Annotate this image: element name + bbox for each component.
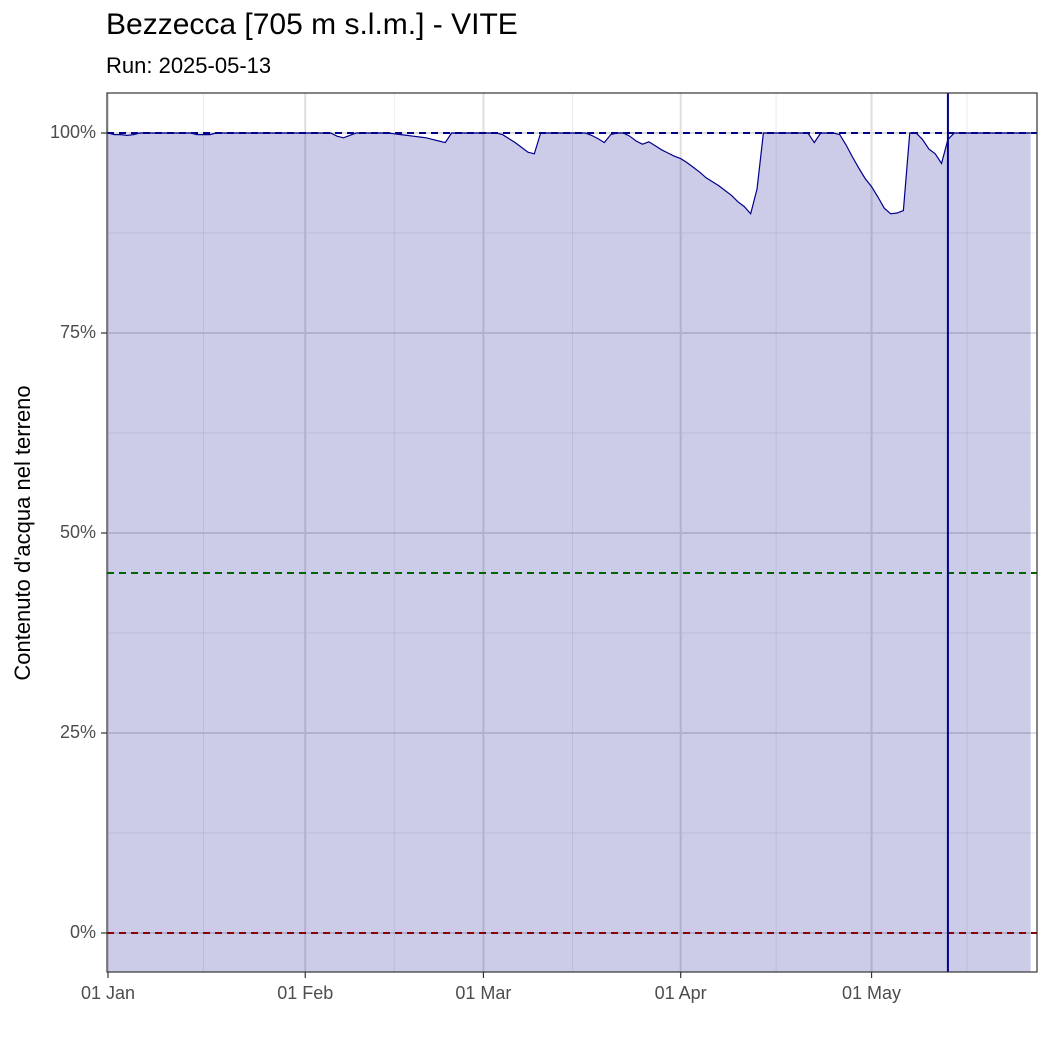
y-tick-label: 25%: [60, 722, 96, 742]
x-tick-label: 01 Feb: [277, 983, 333, 1003]
y-tick-label: 0%: [70, 922, 96, 942]
x-tick-label: 01 May: [842, 983, 901, 1003]
y-axis-label: Contenuto d'acqua nel terreno: [10, 385, 35, 680]
x-tick-label: 01 Apr: [655, 983, 707, 1003]
chart-title: Bezzecca [705 m s.l.m.] - VITE: [106, 8, 518, 41]
y-tick-label: 75%: [60, 322, 96, 342]
x-tick-label: 01 Jan: [81, 983, 135, 1003]
y-tick-label: 100%: [50, 122, 96, 142]
y-tick-label: 50%: [60, 522, 96, 542]
chart-subtitle: Run: 2025-05-13: [106, 53, 271, 78]
area: [108, 133, 1031, 972]
x-tick-label: 01 Mar: [455, 983, 511, 1003]
